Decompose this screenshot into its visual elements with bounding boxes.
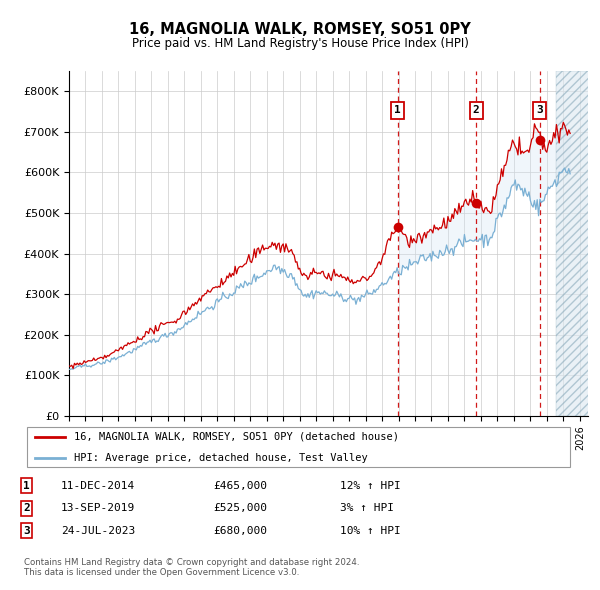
Text: 10% ↑ HPI: 10% ↑ HPI (340, 526, 401, 536)
Text: 16, MAGNOLIA WALK, ROMSEY, SO51 0PY (detached house): 16, MAGNOLIA WALK, ROMSEY, SO51 0PY (det… (74, 432, 398, 442)
Text: 2: 2 (23, 503, 30, 513)
Text: 1: 1 (394, 106, 401, 116)
Text: £680,000: £680,000 (214, 526, 268, 536)
Text: Contains HM Land Registry data © Crown copyright and database right 2024.
This d: Contains HM Land Registry data © Crown c… (24, 558, 359, 577)
Text: Price paid vs. HM Land Registry's House Price Index (HPI): Price paid vs. HM Land Registry's House … (131, 37, 469, 50)
Text: 16, MAGNOLIA WALK, ROMSEY, SO51 0PY: 16, MAGNOLIA WALK, ROMSEY, SO51 0PY (129, 22, 471, 37)
Text: 3% ↑ HPI: 3% ↑ HPI (340, 503, 394, 513)
FancyBboxPatch shape (27, 427, 571, 467)
Text: HPI: Average price, detached house, Test Valley: HPI: Average price, detached house, Test… (74, 453, 367, 463)
Text: 11-DEC-2014: 11-DEC-2014 (61, 481, 135, 491)
Text: 2: 2 (473, 106, 479, 116)
Text: £525,000: £525,000 (214, 503, 268, 513)
Text: £465,000: £465,000 (214, 481, 268, 491)
Text: 1: 1 (23, 481, 30, 491)
Text: 24-JUL-2023: 24-JUL-2023 (61, 526, 135, 536)
Text: 3: 3 (23, 526, 30, 536)
Text: 13-SEP-2019: 13-SEP-2019 (61, 503, 135, 513)
Text: 3: 3 (536, 106, 543, 116)
Text: 12% ↑ HPI: 12% ↑ HPI (340, 481, 401, 491)
